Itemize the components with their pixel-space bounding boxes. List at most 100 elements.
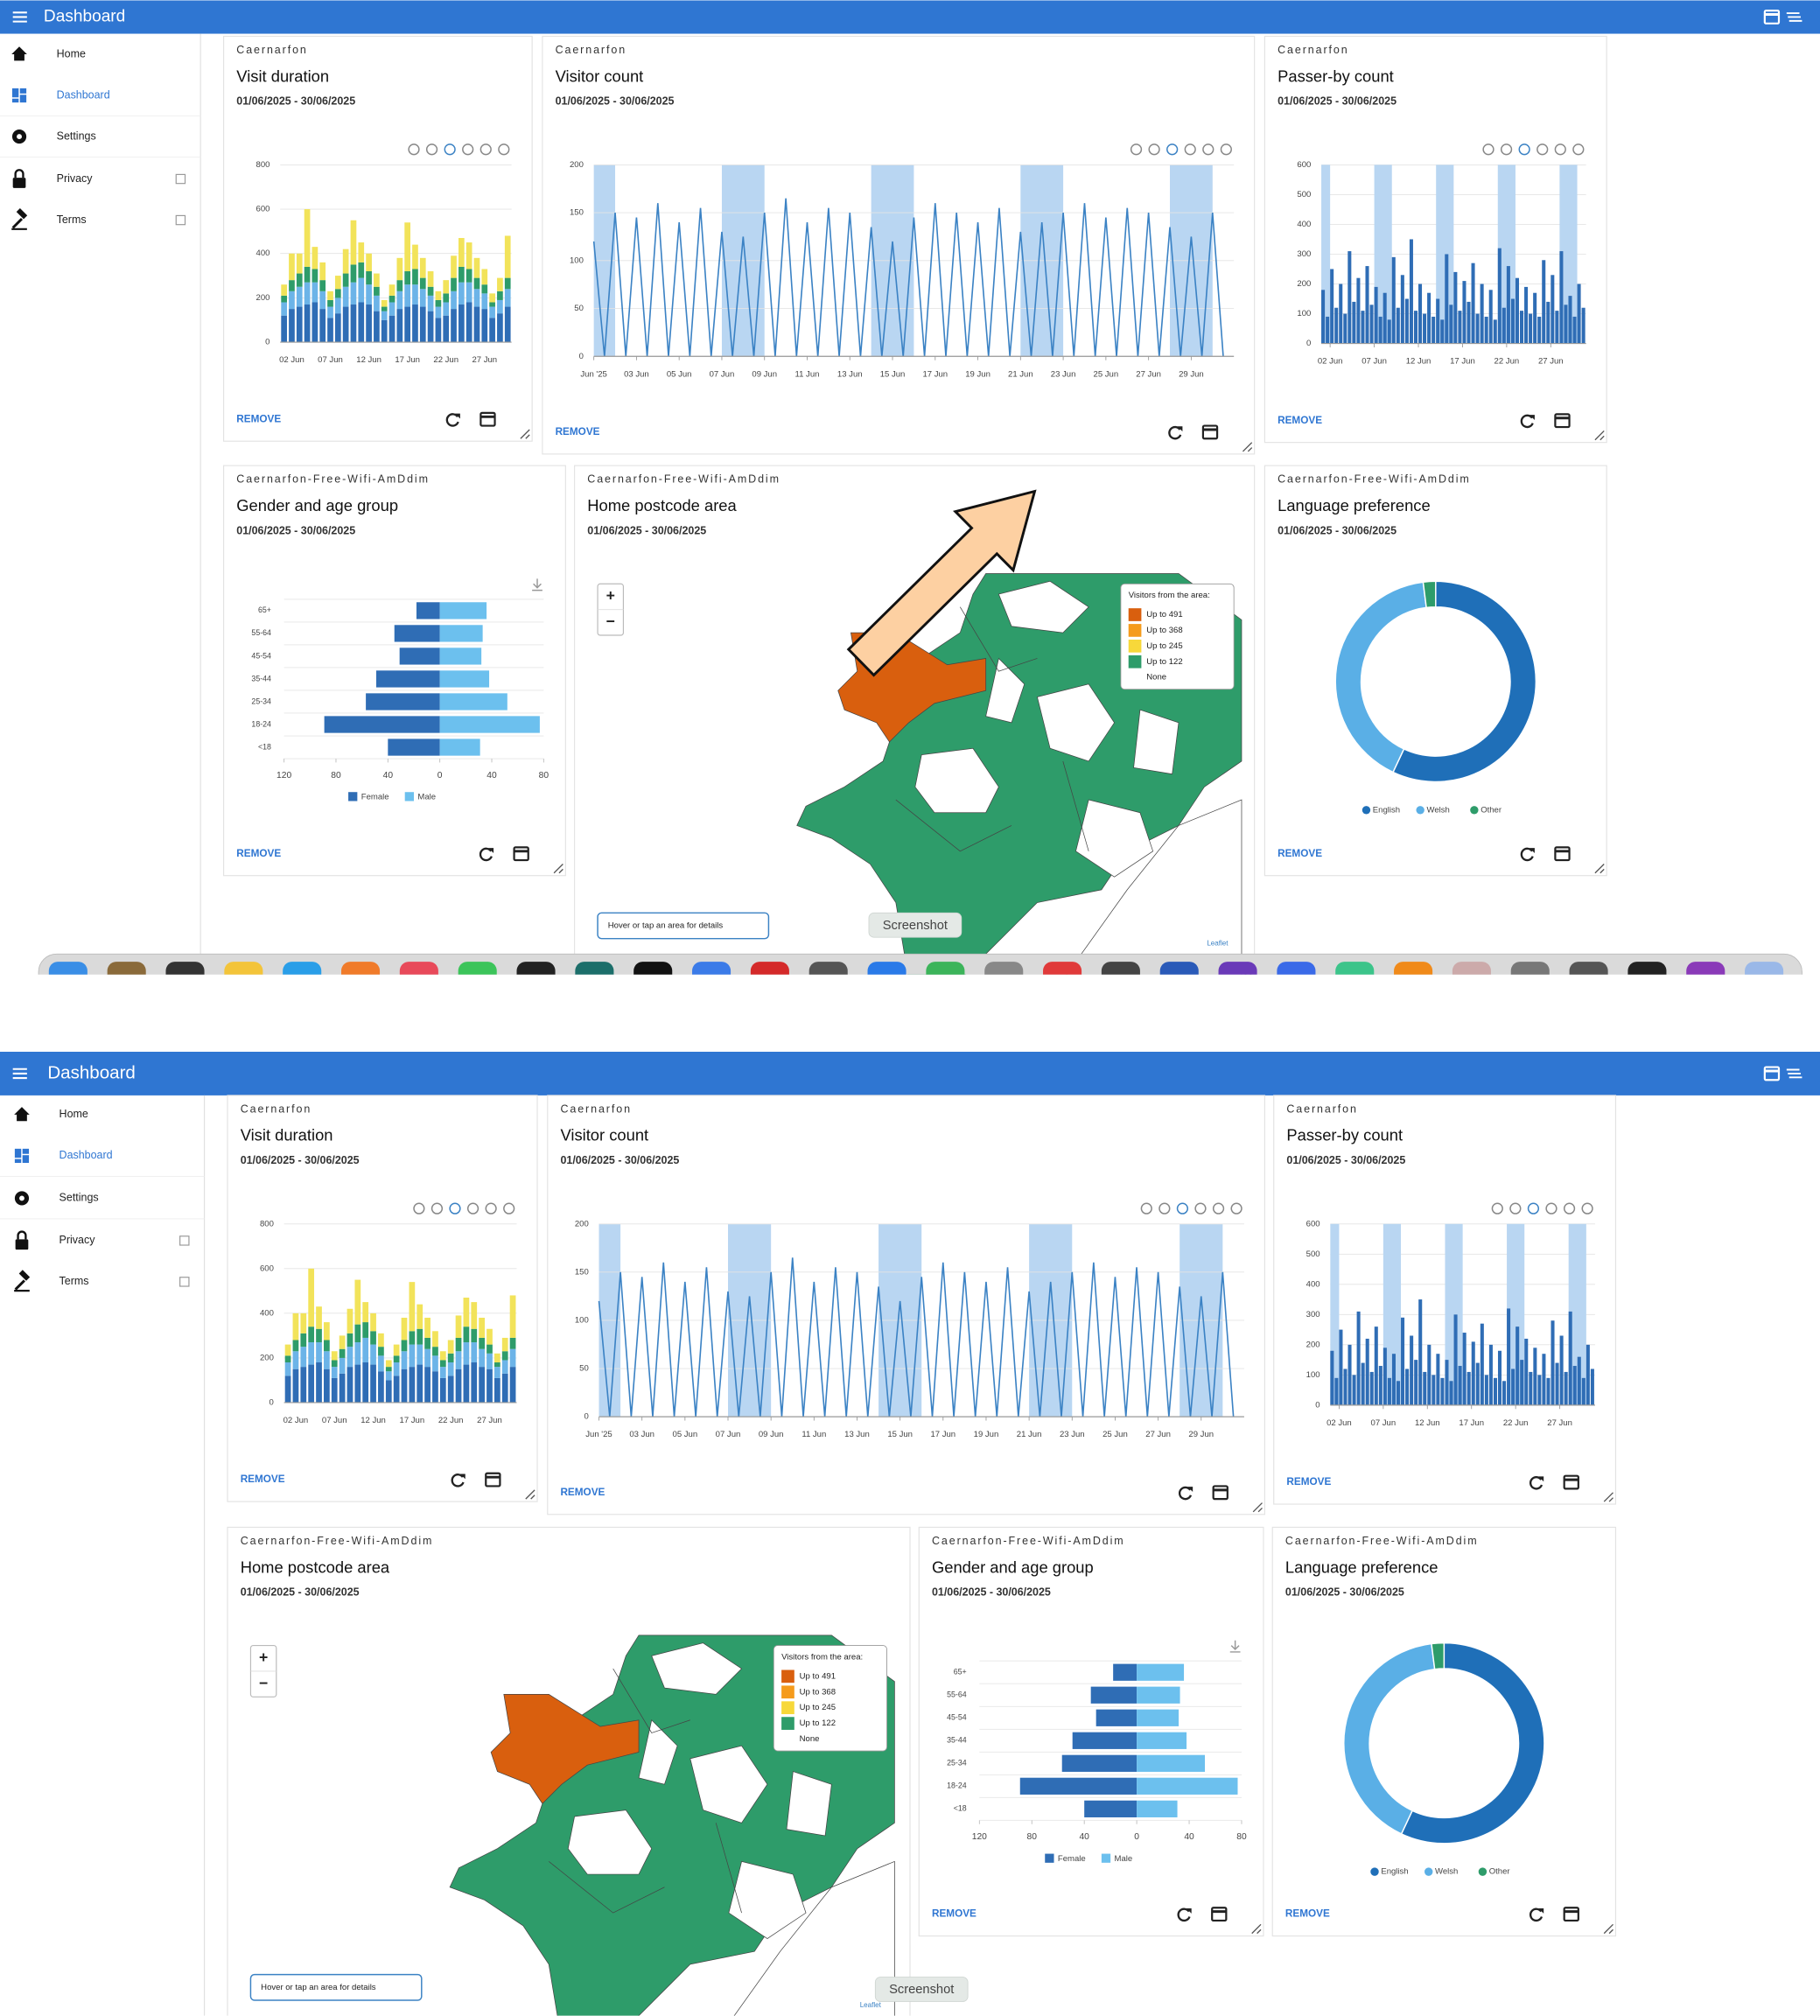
calendar-button[interactable] [1763, 1066, 1781, 1082]
nav-item[interactable]: Dashboard [57, 88, 110, 101]
remove-button[interactable]: REMOVE [556, 426, 600, 438]
chart-tool-button[interactable] [1148, 144, 1160, 156]
chart-tool-button[interactable] [1212, 1202, 1225, 1214]
dock-app-icon[interactable] [1043, 962, 1082, 1000]
chart-tool-button[interactable] [1176, 1202, 1189, 1214]
remove-button[interactable]: REMOVE [1285, 1908, 1330, 1920]
dock-app-icon[interactable] [575, 962, 614, 1000]
chart-tool-button[interactable] [1140, 1202, 1152, 1214]
chart-tool-button[interactable] [1518, 144, 1530, 156]
dock-app-icon[interactable] [1277, 962, 1316, 1000]
chart-tool-button[interactable] [1572, 144, 1585, 156]
dock-app-icon[interactable] [283, 962, 322, 1000]
calendar-button[interactable] [1554, 846, 1571, 862]
dock-app-icon[interactable] [1745, 962, 1784, 1000]
calendar-button[interactable] [1211, 1907, 1228, 1922]
calendar-button[interactable] [485, 1472, 501, 1488]
dock-app-icon[interactable] [107, 962, 146, 1000]
chart-tool-button[interactable] [1230, 1202, 1242, 1214]
dock-app-icon[interactable] [1218, 962, 1257, 1000]
dock-app-icon[interactable] [1335, 962, 1375, 1000]
chart-tool-button[interactable] [1130, 144, 1143, 156]
refresh-button[interactable] [1520, 847, 1534, 862]
dock-app-icon[interactable] [516, 962, 556, 1000]
chart-tool-button[interactable] [1581, 1202, 1593, 1214]
nav-item[interactable]: Settings [60, 1192, 99, 1204]
dock-app-icon[interactable] [1569, 962, 1608, 1000]
nav-item[interactable]: Settings [57, 130, 96, 142]
chart-tool-button[interactable] [462, 144, 474, 156]
download-button[interactable] [532, 578, 542, 592]
zoom-button[interactable]: − [259, 1674, 268, 1691]
calendar-button[interactable] [1212, 1485, 1228, 1501]
chart-tool-button[interactable] [1482, 144, 1494, 156]
calendar-button[interactable] [480, 411, 496, 427]
chart-tool-button[interactable] [1536, 144, 1549, 156]
refresh-button[interactable] [1178, 1486, 1193, 1501]
remove-button[interactable]: REMOVE [1286, 1476, 1331, 1488]
refresh-button[interactable] [479, 847, 493, 862]
dock-app-icon[interactable] [48, 962, 88, 1000]
dock-app-icon[interactable] [458, 962, 497, 1000]
dock-app-icon[interactable] [984, 962, 1024, 1000]
refresh-button[interactable] [1529, 1908, 1544, 1922]
calendar-button[interactable] [1554, 413, 1571, 429]
calendar-button[interactable] [1563, 1907, 1579, 1922]
refresh-button[interactable] [1520, 414, 1534, 429]
remove-button[interactable]: REMOVE [241, 1474, 285, 1485]
nav-item[interactable]: Dashboard [60, 1149, 113, 1161]
calendar-button[interactable] [1563, 1474, 1579, 1490]
nav-item[interactable]: Home [57, 47, 86, 60]
remove-button[interactable]: REMOVE [236, 848, 281, 859]
chart-tool-button[interactable] [408, 144, 420, 156]
nav-item[interactable]: Home [60, 1108, 88, 1120]
dock-app-icon[interactable] [1686, 962, 1726, 1000]
nav-item[interactable]: Terms [57, 214, 87, 226]
dock-app-icon[interactable] [692, 962, 732, 1000]
chart-tool-button[interactable] [466, 1202, 480, 1214]
chart-tool-button[interactable] [1491, 1202, 1503, 1214]
calendar-button[interactable] [513, 846, 529, 862]
chart-tool-button[interactable] [498, 144, 510, 156]
nav-item[interactable]: Privacy [60, 1234, 96, 1246]
chart-tool-button[interactable] [485, 1202, 497, 1214]
dock-app-icon[interactable] [165, 962, 205, 1000]
remove-button[interactable]: REMOVE [236, 413, 281, 424]
dock-app-icon[interactable] [341, 962, 381, 1000]
refresh-button[interactable] [451, 1474, 465, 1488]
chart-tool-button[interactable] [1554, 144, 1566, 156]
zoom-button[interactable]: − [606, 612, 615, 630]
remove-button[interactable]: REMOVE [1278, 848, 1322, 859]
dock-app-icon[interactable] [224, 962, 263, 1000]
chart-tool-button[interactable] [1527, 1202, 1540, 1214]
chart-tool-button[interactable] [1184, 144, 1196, 156]
dock-app-icon[interactable] [1452, 962, 1491, 1000]
remove-button[interactable]: REMOVE [932, 1908, 976, 1920]
dock-app-icon[interactable] [1394, 962, 1433, 1000]
dock-app-icon[interactable] [808, 962, 848, 1000]
calendar-button[interactable] [1201, 424, 1219, 440]
dock-app-icon[interactable] [867, 962, 906, 1000]
chart-tool-button[interactable] [1500, 144, 1513, 156]
chart-tool-button[interactable] [1220, 144, 1232, 156]
dock-app-icon[interactable] [750, 962, 789, 1000]
dock-app-icon[interactable] [1628, 962, 1667, 1000]
chart-tool-button[interactable] [1545, 1202, 1558, 1214]
chart-tool-button[interactable] [449, 1202, 461, 1214]
nav-item[interactable]: Terms [60, 1275, 89, 1287]
dock-app-icon[interactable] [1101, 962, 1140, 1000]
chart-tool-button[interactable] [1509, 1202, 1522, 1214]
calendar-button[interactable] [1763, 10, 1781, 24]
chart-tool-button[interactable] [1166, 144, 1179, 156]
chart-tool-button[interactable] [480, 144, 492, 156]
chart-tool-button[interactable] [1563, 1202, 1576, 1214]
chart-tool-button[interactable] [503, 1202, 515, 1214]
refresh-button[interactable] [445, 413, 459, 427]
dock-app-icon[interactable] [1510, 962, 1550, 1000]
chart-tool-button[interactable] [413, 1202, 425, 1214]
chart-tool-button[interactable] [1202, 144, 1214, 156]
remove-button[interactable]: REMOVE [1278, 415, 1322, 426]
refresh-button[interactable] [1168, 425, 1182, 440]
download-button[interactable] [1229, 1640, 1241, 1653]
chart-tool-button[interactable] [430, 1202, 444, 1214]
